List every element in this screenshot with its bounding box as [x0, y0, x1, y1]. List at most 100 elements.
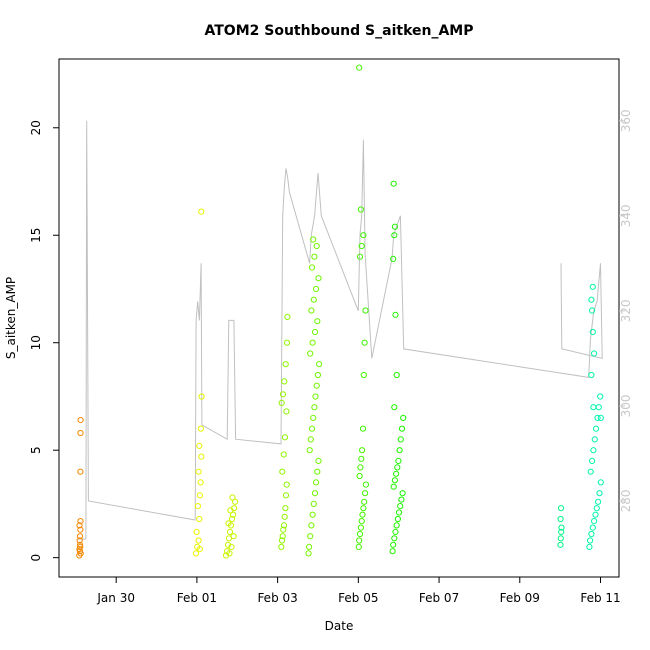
data-point	[558, 524, 565, 531]
data-point	[279, 468, 286, 475]
data-point	[390, 180, 397, 187]
data-point	[195, 468, 202, 475]
data-point	[310, 414, 317, 421]
data-point	[586, 543, 593, 551]
x-axis: Jan 30 Feb 01 Feb 03 Feb 05 Feb 07 Feb 09 Feb …	[96, 577, 621, 605]
data-point	[314, 468, 321, 475]
data-point	[597, 414, 604, 421]
data-point	[310, 236, 317, 243]
data-point	[313, 285, 320, 293]
data-point	[308, 425, 316, 432]
y2-axis: 280 300 320 340 360	[619, 109, 633, 512]
y2-tick-label: 320	[619, 299, 633, 322]
data-point	[312, 393, 319, 400]
data-point	[305, 550, 312, 557]
data-point	[393, 470, 400, 477]
line-series-path	[77, 120, 603, 540]
data-point	[398, 496, 405, 503]
data-point	[308, 264, 316, 271]
data-point	[589, 328, 596, 336]
x-tick-label: Feb 03	[257, 591, 297, 605]
data-point	[226, 528, 234, 536]
data-point	[588, 296, 595, 303]
data-point	[588, 530, 595, 538]
data-point	[278, 543, 285, 551]
y2-tick-label: 360	[619, 109, 633, 132]
data-point	[357, 524, 364, 531]
data-point	[392, 528, 399, 536]
data-point	[591, 350, 598, 357]
data-point	[283, 481, 290, 488]
data-point	[226, 550, 233, 557]
data-point	[311, 328, 319, 336]
data-point	[588, 371, 595, 379]
x-tick-label: Jan 30	[96, 591, 135, 605]
data-point	[307, 533, 314, 540]
data-point	[76, 541, 84, 548]
data-point	[308, 522, 315, 529]
data-point	[76, 537, 83, 544]
data-point	[362, 481, 369, 488]
data-point	[77, 417, 84, 424]
data-point	[307, 350, 314, 357]
data-point	[193, 528, 200, 536]
data-point	[362, 490, 369, 497]
data-point	[284, 313, 291, 320]
data-point	[77, 518, 84, 525]
data-point	[391, 477, 398, 484]
data-point	[558, 528, 565, 536]
data-point	[198, 208, 205, 215]
x-tick-label: Feb 11	[580, 591, 620, 605]
data-point	[316, 361, 323, 368]
data-point	[314, 371, 321, 379]
data-point	[314, 318, 321, 325]
data-point	[282, 361, 289, 368]
data-point	[356, 253, 364, 260]
data-point	[310, 296, 317, 303]
data-point	[592, 511, 599, 518]
data-point	[589, 457, 596, 464]
data-point	[306, 447, 313, 454]
data-point	[557, 541, 564, 548]
data-point	[315, 275, 322, 282]
data-point	[192, 550, 199, 557]
data-point	[77, 543, 84, 551]
data-point	[395, 457, 402, 464]
y2-tick-label: 300	[619, 394, 633, 417]
data-point	[280, 526, 287, 533]
scatter-points	[76, 64, 604, 559]
data-point	[306, 543, 313, 551]
data-point	[228, 543, 235, 551]
data-point	[597, 393, 604, 400]
data-point	[279, 391, 287, 398]
data-point	[589, 307, 596, 314]
data-point	[313, 382, 320, 389]
data-point	[391, 223, 398, 230]
data-point	[228, 515, 236, 523]
y-axis: 0 5 10 15 20	[29, 120, 59, 561]
data-point	[595, 498, 602, 505]
data-point	[360, 232, 367, 239]
data-point	[389, 548, 396, 555]
data-point	[391, 404, 398, 411]
data-point	[280, 522, 288, 529]
data-point	[358, 518, 365, 525]
data-point	[356, 537, 363, 544]
y-axis-label: S_aitken_AMP	[4, 277, 18, 359]
data-point	[278, 399, 285, 406]
data-point	[362, 307, 369, 314]
x-tick-label: Feb 05	[338, 591, 378, 605]
data-point	[359, 447, 366, 454]
data-point	[311, 490, 319, 497]
line-series	[77, 120, 603, 540]
chart-title: ATOM2 Southbound S_aitken_AMP	[205, 23, 474, 39]
data-point	[283, 408, 290, 415]
data-point	[390, 483, 397, 490]
data-point	[197, 479, 204, 486]
data-point	[396, 447, 403, 454]
data-point	[590, 447, 597, 454]
y-tick-label: 20	[29, 120, 43, 135]
y-tick-label: 15	[29, 228, 43, 243]
data-point	[311, 253, 318, 260]
